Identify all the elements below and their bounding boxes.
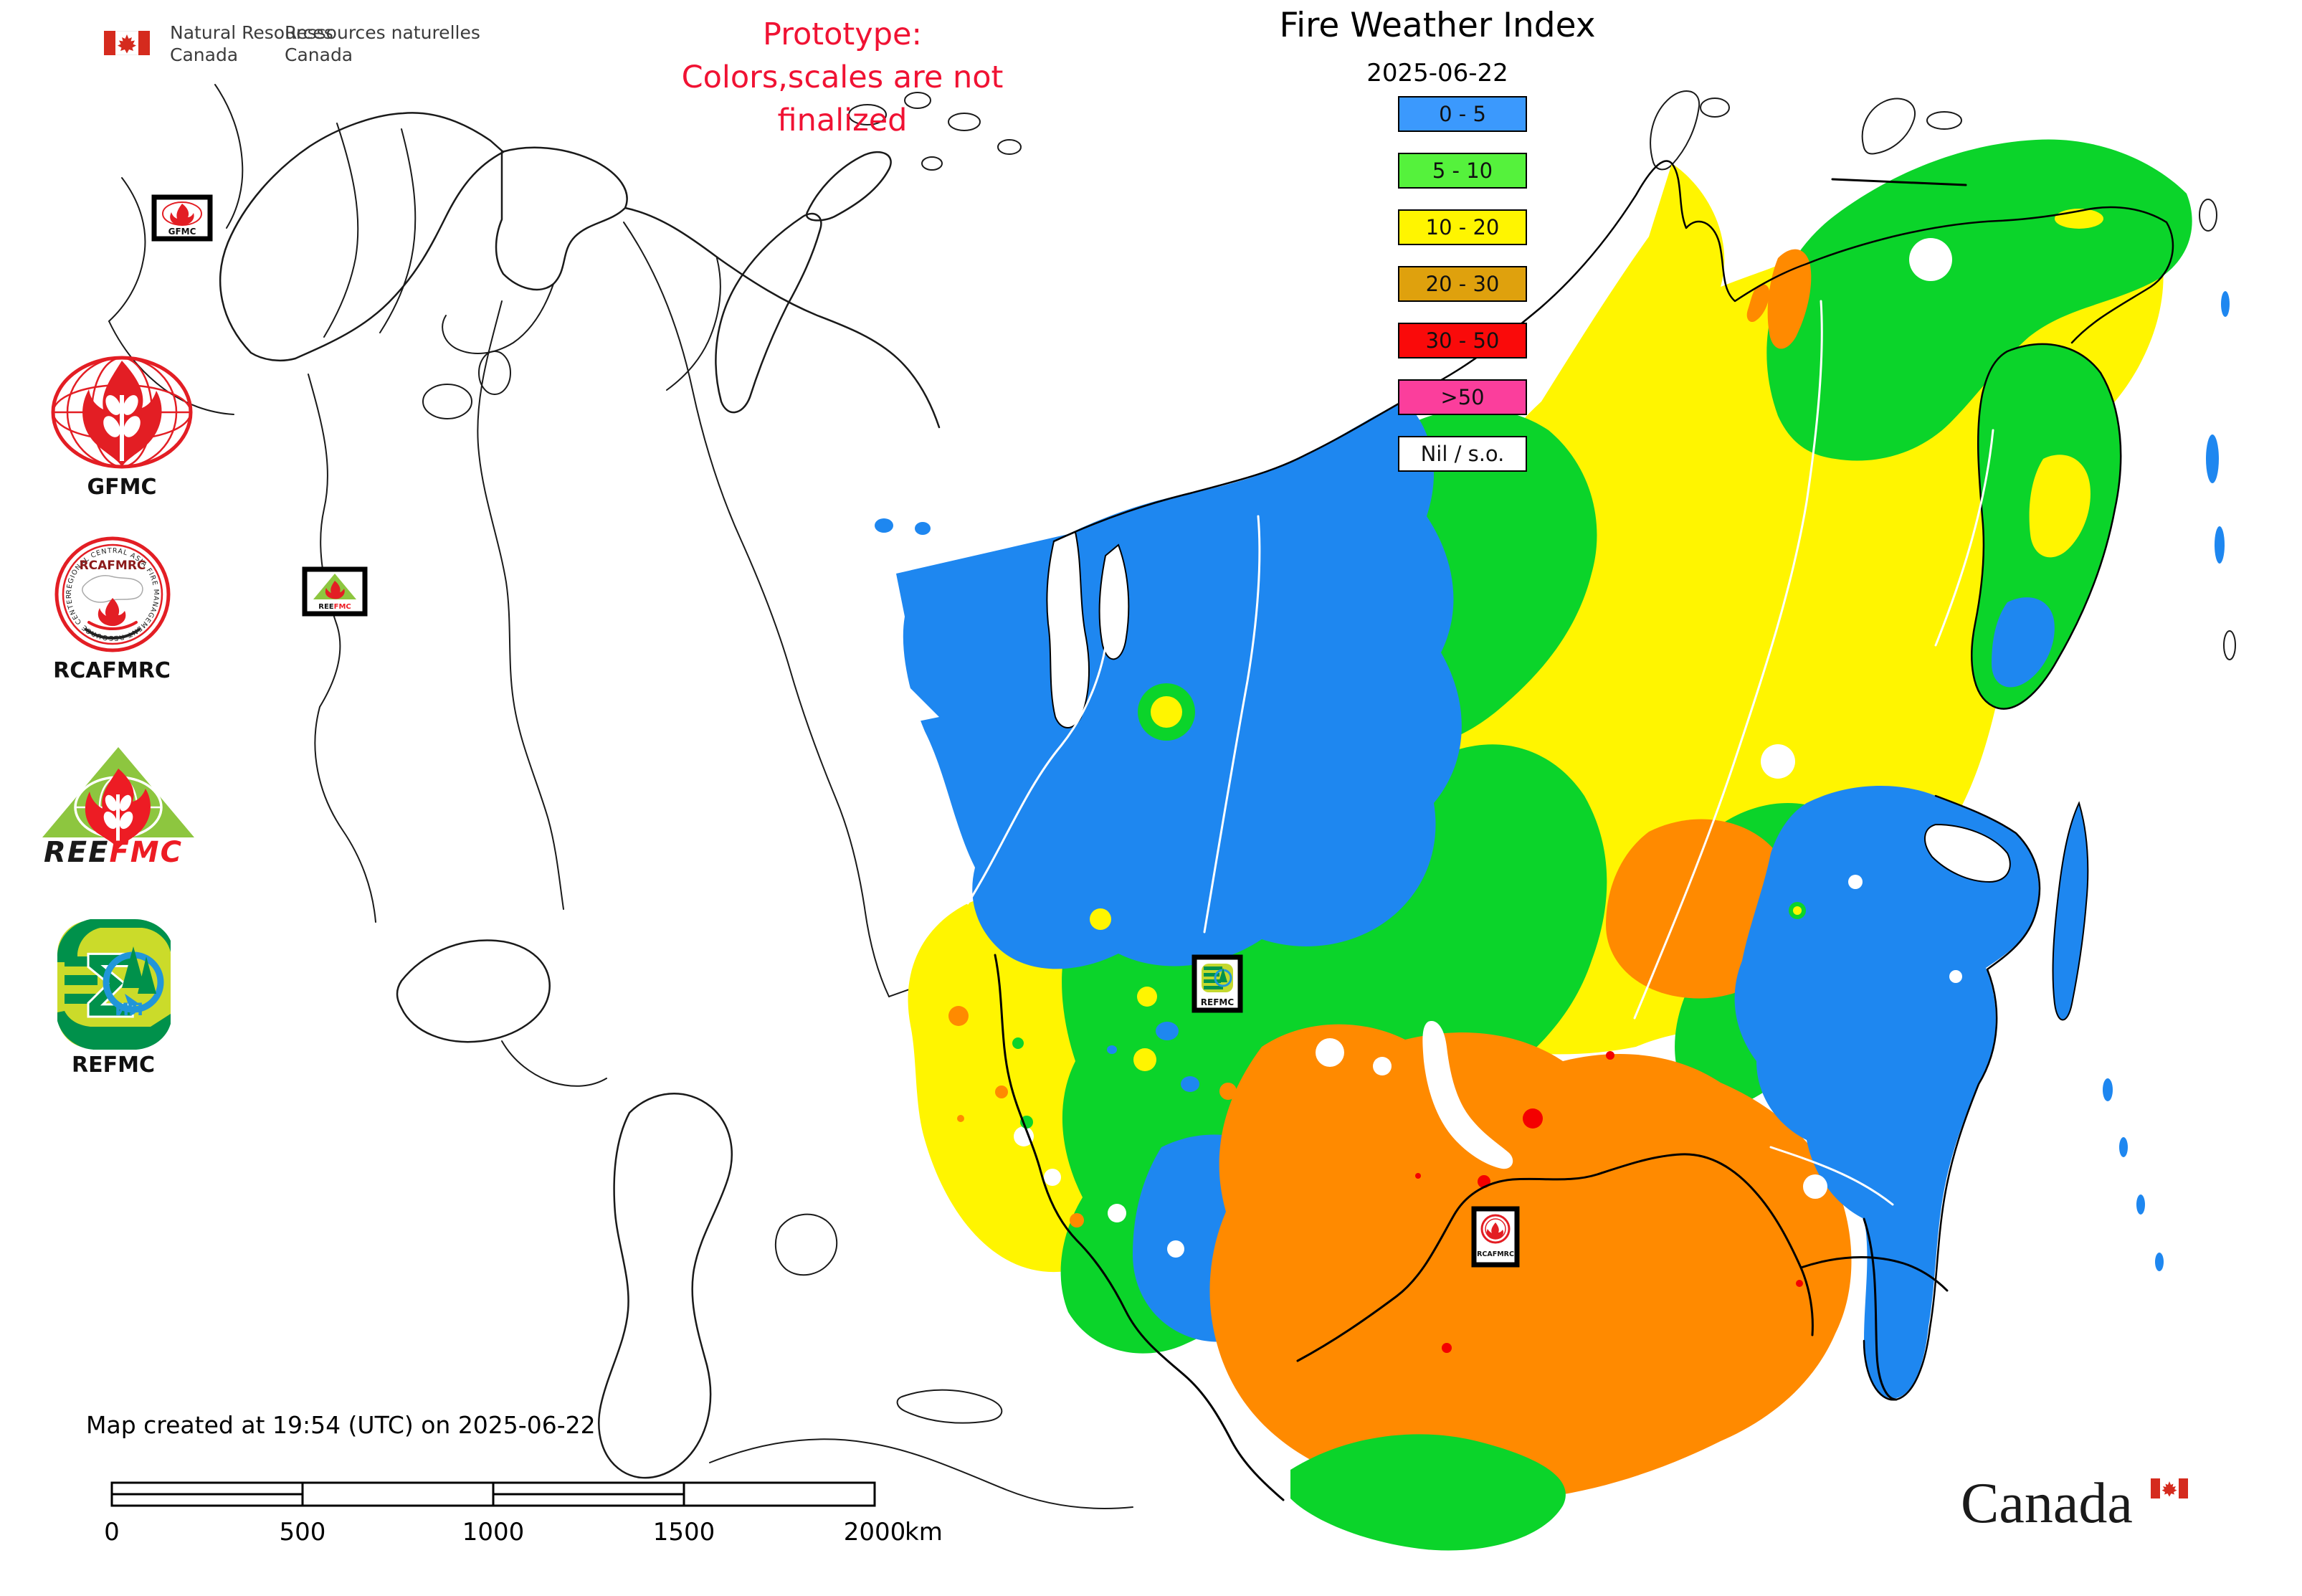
legend-item-20-30: 20 - 30 <box>1398 266 1527 302</box>
map-created-text: Map created at 19:54 (UTC) on 2025-06-22 <box>86 1411 596 1439</box>
rivers <box>966 300 1994 1206</box>
scale-tick-500: 500 <box>280 1518 326 1547</box>
fwi-region-low <box>1734 786 2039 1399</box>
scale-tick-1000: 1000 <box>462 1518 525 1547</box>
fwi-region-high <box>1209 1024 1852 1501</box>
map-marker-reefmc: REEFMC <box>302 566 368 617</box>
refmc-logo: Σ ИЛ <box>57 919 171 1050</box>
gulf-of-ob <box>1046 531 1090 728</box>
legend-item-10-20: 10 - 20 <box>1398 209 1527 245</box>
scale-unit: km <box>905 1518 943 1547</box>
canada-wordmark-flag-icon <box>2151 1478 2188 1498</box>
svg-text:GFMC: GFMC <box>168 227 196 237</box>
country-borders <box>994 178 1967 1501</box>
lake-baikal <box>1422 1021 1513 1169</box>
map-marker-rcafmrc: RCAFMRC <box>1471 1206 1520 1268</box>
prototype-line1: Prototype: <box>763 16 922 52</box>
gfmc-logo-label: GFMC <box>87 475 157 500</box>
europe-outlines <box>108 84 1962 1509</box>
fwi-region-very-high <box>1523 1108 1543 1129</box>
border-chukotka-line <box>1831 178 1967 186</box>
map-title: Fire Weather Index <box>1279 6 1596 45</box>
legend-item-gt50: >50 <box>1398 379 1527 415</box>
fwi-legend: 0 - 5 5 - 10 10 - 20 20 - 30 30 - 50 >50… <box>1398 96 1527 493</box>
taz-estuary <box>1098 543 1130 660</box>
svg-text:REEFMC: REEFMC <box>318 603 351 611</box>
canada-wordmark: Canada <box>1961 1472 2133 1535</box>
svg-text:REFMC: REFMC <box>1201 997 1235 1007</box>
fwi-region-low <box>896 402 1462 969</box>
agency-name-en: Natural Resources Canada <box>170 22 333 65</box>
rcafmrc-logo: REGIONAL CENTRAL ASIA FIRE MANAGEMENT RE… <box>54 536 171 652</box>
legend-item-0-5: 0 - 5 <box>1398 96 1527 132</box>
refmc-logo-label: REFMC <box>72 1053 155 1078</box>
map-marker-gfmc: GFMC <box>151 194 213 242</box>
border-mongolia <box>1296 1153 1814 1362</box>
border-kazakhstan <box>994 954 1285 1501</box>
canada-flag-icon <box>104 31 150 55</box>
agency-name-fr: Ressources naturelles Canada <box>285 22 480 65</box>
fwi-field <box>875 139 2236 1551</box>
sakhalin-island <box>2052 801 2089 1021</box>
prototype-warning: Prototype: Colors,scales are not finaliz… <box>642 13 1043 142</box>
svg-text:RCAFMRC: RCAFMRC <box>80 559 146 573</box>
map-date: 2025-06-22 <box>1366 59 1508 87</box>
map-markers: GFMC REEFMC REFMC <box>151 194 1520 1268</box>
border-china <box>1799 1255 1949 1292</box>
legend-item-5-10: 5 - 10 <box>1398 153 1527 189</box>
map-marker-refmc: REFMC <box>1192 954 1243 1013</box>
rcafmrc-logo-label: RCAFMRC <box>53 658 171 683</box>
gfmc-logo <box>51 356 193 469</box>
fwi-region-low-moderate <box>1290 1434 1566 1551</box>
coastlines <box>1052 160 2174 1401</box>
scale-tick-0: 0 <box>104 1518 120 1547</box>
svg-text:REEFMC: REEFMC <box>44 836 183 865</box>
scale-tick-1500: 1500 <box>653 1518 715 1547</box>
legend-item-nil: Nil / s.o. <box>1398 436 1527 472</box>
svg-text:RCAFMRC: RCAFMRC <box>1477 1250 1514 1258</box>
scale-tick-2000: 2000 <box>844 1518 906 1547</box>
scale-bar: 0 500 1000 1500 2000 km <box>104 1481 943 1547</box>
prototype-line2: Colors,scales are not finalized <box>681 60 1004 138</box>
svg-text:ИЛ: ИЛ <box>115 999 143 1020</box>
reefmc-logo: REEFMC <box>42 747 194 865</box>
legend-item-30-50: 30 - 50 <box>1398 323 1527 358</box>
